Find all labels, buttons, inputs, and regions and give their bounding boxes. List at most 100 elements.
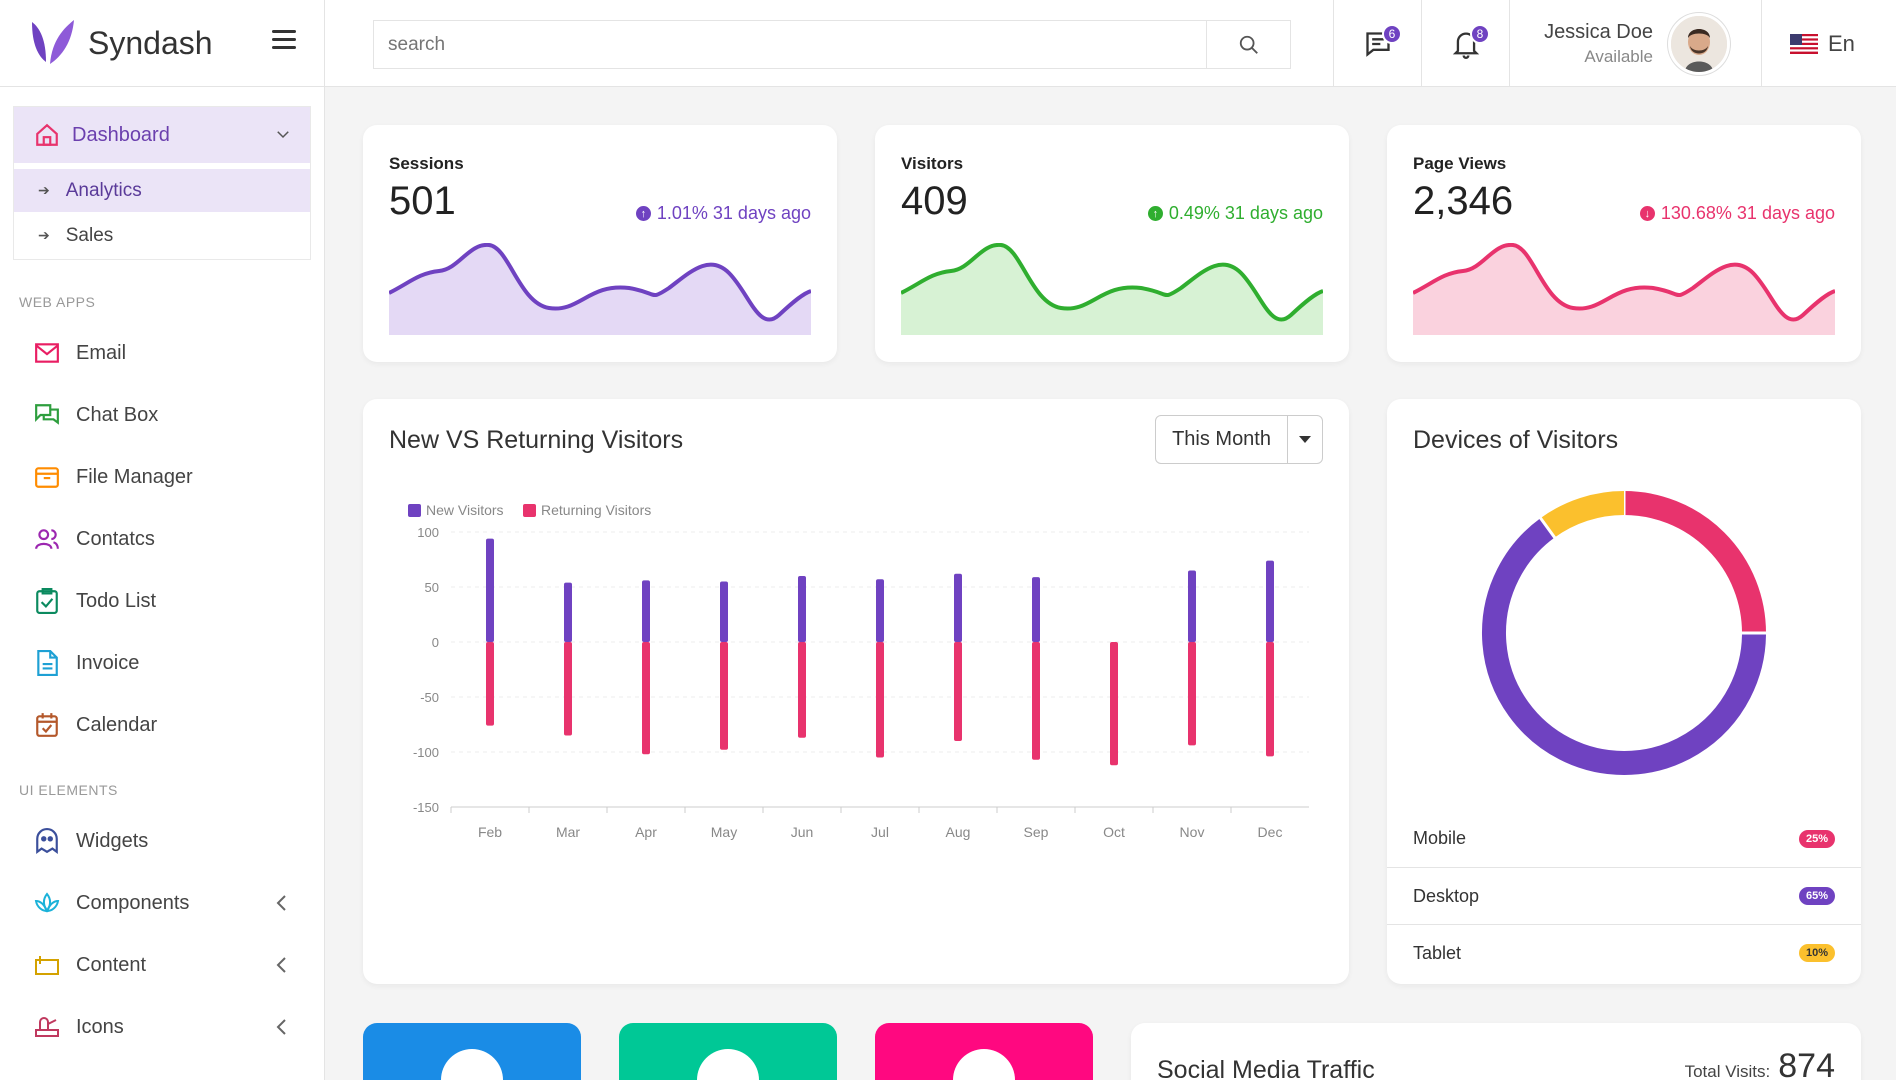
chevron-left-icon [276, 957, 286, 973]
sidebar-item-label: Analytics [65, 179, 142, 201]
logo-icon [32, 20, 74, 64]
period-select[interactable]: This Month [1155, 415, 1323, 464]
icons-icon [34, 1014, 60, 1040]
sidebar-item-label: Icons [76, 1015, 124, 1038]
search-input[interactable] [374, 21, 1206, 68]
sidebar-item-chat-box[interactable]: Chat Box [0, 384, 324, 446]
section-title-web-apps: WEB APPS [19, 294, 96, 310]
sidebar-item-sales[interactable]: ➔ Sales [14, 212, 310, 259]
bar-new-may[interactable] [720, 581, 728, 643]
bar-returning-jul[interactable] [876, 642, 884, 758]
sidebar-item-file-manager[interactable]: File Manager [0, 446, 324, 508]
search-button[interactable] [1206, 21, 1290, 68]
sidebar-item-analytics[interactable]: ➔ Analytics [14, 169, 310, 212]
stat-change: ↑ 0.49% 31 days ago [1147, 203, 1323, 224]
device-percent-badge: 25% [1798, 829, 1835, 848]
sidebar-item-label: Content [76, 953, 147, 976]
user-menu[interactable]: Jessica Doe Available [1509, 0, 1765, 87]
mail-icon [34, 340, 60, 366]
bar-returning-dec[interactable] [1266, 642, 1274, 757]
card-title: Devices of Visitors [1413, 426, 1619, 454]
donut-slice-tablet[interactable] [1540, 491, 1625, 538]
bar-returning-jun[interactable] [798, 642, 806, 738]
menu-toggle-icon[interactable] [272, 30, 296, 50]
tile-blue[interactable] [363, 1023, 581, 1080]
bar-returning-feb[interactable] [486, 642, 494, 726]
legend: New Visitors Returning Visitors [408, 502, 651, 518]
sidebar-item-dashboard[interactable]: Dashboard [14, 107, 310, 163]
sidebar-item-email[interactable]: Email [0, 322, 324, 384]
sidebar-item-todo-list[interactable]: Todo List [0, 570, 324, 632]
x-tick-label: Nov [1180, 824, 1205, 840]
sidebar-item-components[interactable]: Components [0, 872, 324, 934]
x-tick-label: Aug [946, 824, 971, 840]
bar-new-dec[interactable] [1266, 560, 1274, 642]
page-views-sparkline [1413, 243, 1835, 335]
bar-returning-apr[interactable] [642, 642, 650, 755]
sidebar-item-label: Chat Box [76, 403, 159, 426]
donut-separator [1538, 515, 1558, 541]
sidebar-item-calendar[interactable]: Calendar [0, 694, 324, 756]
notifications-button[interactable]: 8 [1421, 0, 1509, 87]
bar-new-feb[interactable] [486, 538, 494, 642]
donut-slice-mobile[interactable] [1623, 491, 1766, 634]
chevron-left-icon [276, 895, 286, 911]
sidebar-item-widgets[interactable]: Widgets [0, 810, 324, 872]
caret-down-icon[interactable] [1288, 416, 1322, 463]
bar-returning-mar[interactable] [564, 642, 572, 736]
sidebar-item-label: Sales [65, 224, 114, 246]
device-label: Mobile [1413, 828, 1467, 848]
device-label: Tablet [1413, 942, 1462, 963]
stat-value: 2,346 [1413, 179, 1514, 223]
donut-slice-desktop[interactable] [1482, 518, 1766, 775]
language-selector[interactable]: En [1761, 0, 1896, 87]
card-title: New VS Returning Visitors [389, 426, 684, 454]
clock-icon [441, 1049, 503, 1080]
card-title: Social Media Traffic [1157, 1056, 1375, 1080]
user-icon [953, 1049, 1015, 1080]
brand[interactable]: Syndash [0, 0, 324, 87]
messages-badge: 6 [1382, 24, 1402, 44]
arrow-right-icon: ➔ [38, 182, 50, 198]
arrow-up-circle-icon: ↑ [1147, 206, 1163, 221]
bar-new-sep[interactable] [1032, 577, 1040, 642]
bar-returning-may[interactable] [720, 642, 728, 750]
users-icon [34, 526, 60, 552]
bar-returning-oct[interactable] [1110, 642, 1118, 766]
sidebar-item-contacts[interactable]: Contatcs [0, 508, 324, 570]
bar-returning-sep[interactable] [1032, 642, 1040, 760]
arrow-down-circle-icon: ↓ [1639, 206, 1655, 221]
clipboard-check-icon [34, 588, 60, 614]
avatar[interactable] [1668, 13, 1730, 75]
document-icon [34, 650, 60, 676]
sidebar-item-content[interactable]: Content [0, 934, 324, 996]
device-label: Desktop [1413, 885, 1480, 906]
bar-new-nov[interactable] [1188, 570, 1196, 643]
chart-grid [450, 531, 1309, 813]
notifications-badge: 8 [1470, 24, 1490, 44]
bar-returning-nov[interactable] [1188, 642, 1196, 746]
sessions-sparkline [389, 243, 811, 335]
tile-green[interactable] [619, 1023, 837, 1080]
sidebar-item-icons[interactable]: Icons [0, 996, 324, 1058]
bar-new-jun[interactable] [798, 576, 806, 642]
device-row-tablet: Tablet 10% [1387, 924, 1861, 981]
tile-pink[interactable] [875, 1023, 1093, 1080]
bar-new-jul[interactable] [876, 579, 884, 642]
device-icon [697, 1049, 759, 1080]
lotus-icon [34, 890, 60, 916]
bar-new-apr[interactable] [642, 580, 650, 642]
x-tick-label: Feb [478, 824, 502, 840]
bar-new-mar[interactable] [564, 582, 572, 642]
stat-change: ↓ 130.68% 31 days ago [1639, 203, 1835, 224]
stat-title: Sessions [389, 154, 464, 173]
device-row-desktop: Desktop 65% [1387, 867, 1861, 924]
bar-returning-aug[interactable] [954, 642, 962, 741]
messages-button[interactable]: 6 [1333, 0, 1421, 87]
x-tick-label: Sep [1024, 824, 1049, 840]
sidebar-item-invoice[interactable]: Invoice [0, 632, 324, 694]
chat-icon [34, 402, 60, 428]
x-tick-label: Mar [556, 824, 580, 840]
legend-label-returning: Returning Visitors [541, 502, 651, 518]
bar-new-aug[interactable] [954, 573, 962, 642]
